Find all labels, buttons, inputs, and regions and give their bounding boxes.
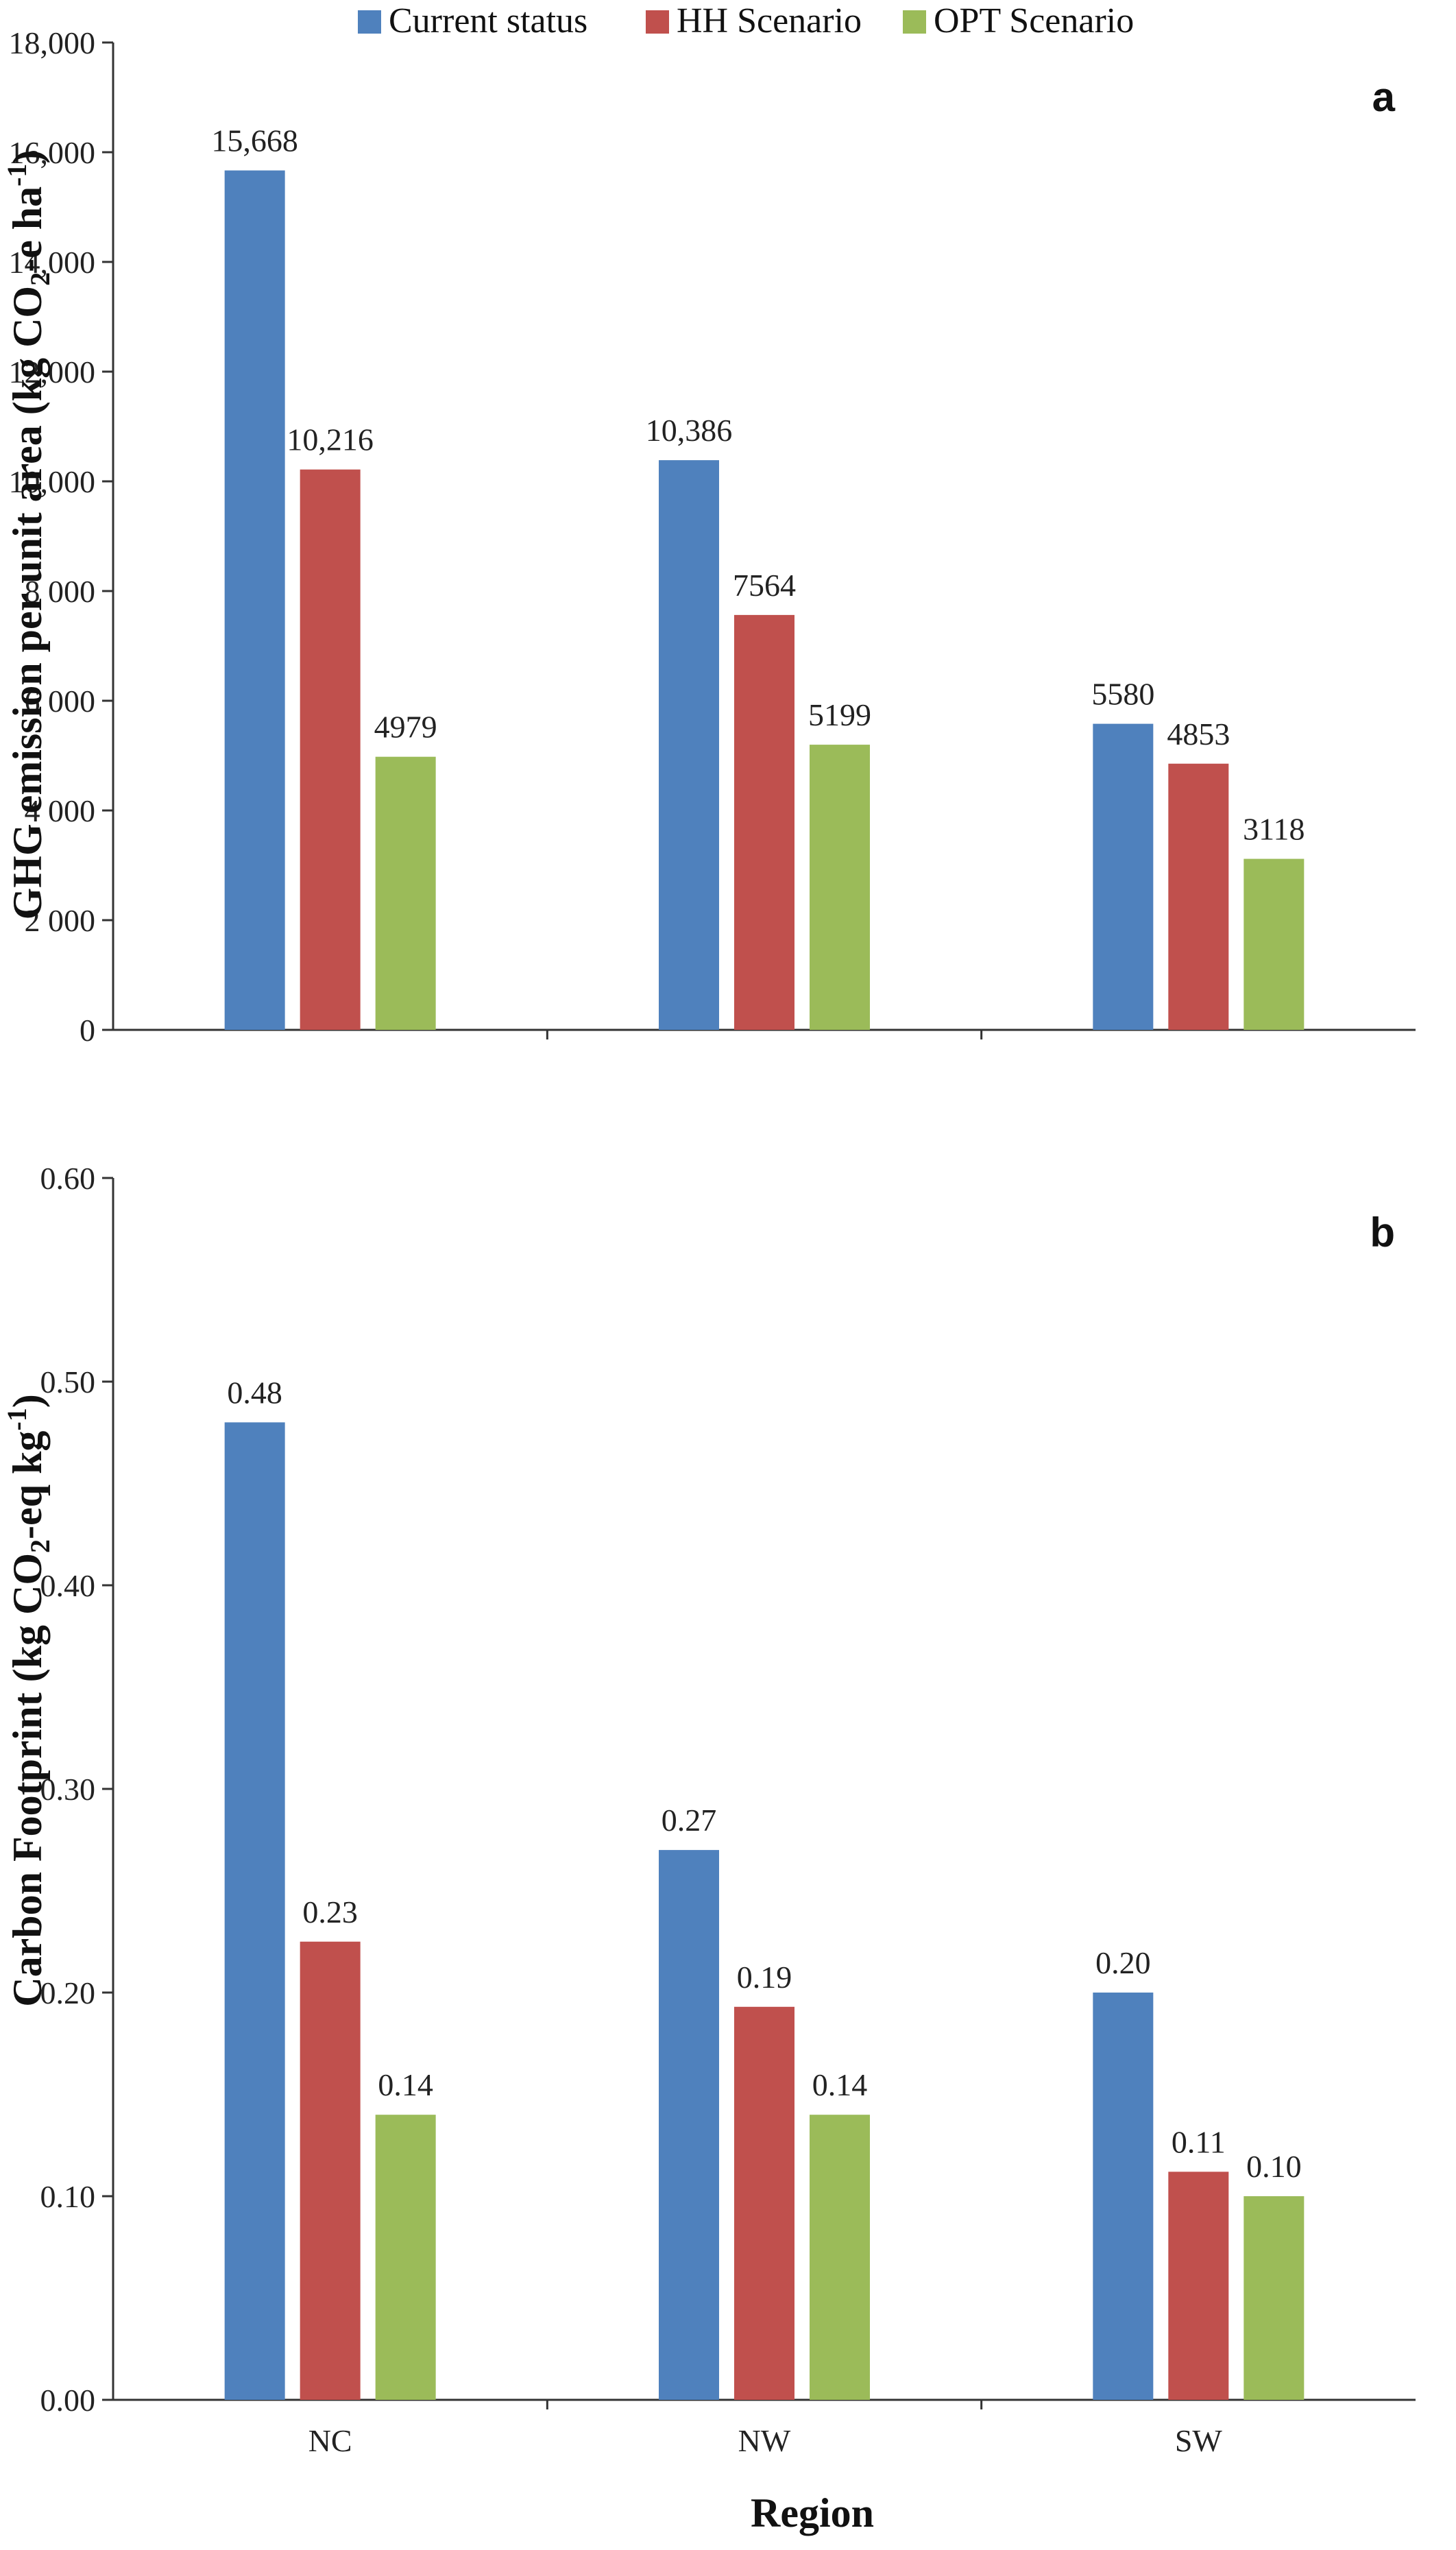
data-label-b-nc-2: 0.23 (302, 1895, 358, 1929)
panel-a-chart: 0 2 000 4 000 6 000 8 000 10,000 12,000 14,000 1… (9, 25, 1416, 1048)
data-label-a-nc-3: 4979 (374, 710, 437, 745)
y-tick-label: 16,000 (9, 135, 96, 170)
panel-letter-b: b (1370, 1210, 1395, 1255)
y-tick-label: 0 (80, 1013, 95, 1048)
y-tick-label: 4 000 (25, 793, 96, 828)
bar-b-nw-2 (734, 2006, 794, 2400)
y-tick-label: 0.30 (40, 1772, 96, 1807)
bar-a-nw-3 (810, 745, 870, 1030)
y-tick-label: 18,000 (9, 25, 96, 60)
legend-label-3: OPT Scenario (934, 1, 1134, 40)
bar-a-nc-1 (224, 170, 285, 1030)
bar-a-sw-1 (1093, 723, 1154, 1030)
bar-a-nw-2 (734, 614, 794, 1030)
data-label-a-nw-2: 7564 (733, 568, 796, 603)
data-label-b-sw-2: 0.11 (1172, 2124, 1226, 2159)
y-tick-label: 0.40 (40, 1568, 96, 1603)
y-tick-label: 6 000 (25, 684, 96, 719)
y-tick-label: 0.60 (40, 1161, 96, 1196)
legend: Current status HH Scenario OPT Scenario (358, 1, 1134, 40)
legend-swatch-2 (646, 10, 669, 34)
x-axis-title: Region (751, 2490, 874, 2536)
legend-swatch-1 (358, 10, 381, 34)
x-tick-label-nw: NW (738, 2423, 791, 2458)
bar-b-sw-1 (1093, 1993, 1154, 2400)
data-label-a-nw-1: 10,386 (646, 413, 733, 448)
bar-a-nc-2 (300, 469, 361, 1030)
data-label-b-nw-3: 0.14 (812, 2067, 868, 2102)
bar-b-nc-2 (300, 1941, 361, 2400)
panel-a-y-axis-title: GHG emission per unit area (kg CO2-e ha-… (1, 150, 56, 920)
data-label-b-sw-3: 0.10 (1246, 2149, 1302, 2184)
data-label-b-nc-1: 0.48 (227, 1375, 282, 1410)
bar-b-sw-3 (1243, 2196, 1305, 2400)
data-label-a-sw-2: 4853 (1167, 717, 1230, 751)
panel-b-y-axis-title: Carbon Footprint (kg CO2-eq kg-1) (1, 1394, 56, 2006)
legend-label-2: HH Scenario (677, 1, 862, 40)
data-label-a-nc-1: 15,668 (211, 123, 298, 158)
bar-a-sw-3 (1243, 858, 1305, 1030)
y-tick-label: 8 000 (25, 574, 96, 609)
data-label-a-sw-3: 3118 (1243, 812, 1305, 847)
x-tick-label-sw: SW (1175, 2423, 1223, 2458)
data-label-b-sw-1: 0.20 (1095, 1945, 1151, 1980)
y-tick-label: 14,000 (9, 245, 96, 280)
data-label-b-nw-2: 0.19 (737, 1960, 792, 1995)
x-tick-label-nc: NC (308, 2423, 352, 2458)
bar-a-nc-3 (375, 756, 436, 1030)
data-label-a-sw-1: 5580 (1091, 677, 1154, 712)
y-tick-label: 0.00 (40, 2383, 96, 2418)
y-tick-label: 0.10 (40, 2179, 96, 2214)
y-tick-label: 0.50 (40, 1364, 96, 1399)
y-tick-label: 12,000 (9, 354, 96, 389)
bar-b-nw-3 (810, 2115, 870, 2400)
legend-label-1: Current status (389, 1, 587, 40)
data-label-b-nw-1: 0.27 (662, 1803, 717, 1838)
data-label-a-nw-3: 5199 (808, 697, 871, 732)
legend-swatch-3 (903, 10, 926, 34)
y-tick-label: 2 000 (25, 903, 96, 938)
bar-a-nw-1 (659, 460, 719, 1030)
data-label-b-nc-3: 0.14 (378, 2067, 433, 2102)
bar-a-sw-2 (1168, 763, 1229, 1030)
panel-letter-a: a (1372, 74, 1396, 120)
bar-b-nc-1 (224, 1422, 285, 2400)
bar-b-nc-3 (375, 2115, 436, 2400)
y-tick-label: 0.20 (40, 1975, 96, 2010)
panel-b-chart: 0.00 0.10 0.20 0.30 0.40 0.50 0.60 NC 0.48 0.23 0.… (40, 1161, 1416, 2458)
bar-b-sw-2 (1168, 2172, 1229, 2400)
y-tick-label: 10,000 (9, 464, 96, 499)
bar-b-nw-1 (659, 1850, 719, 2400)
data-label-a-nc-2: 10,216 (287, 422, 374, 457)
